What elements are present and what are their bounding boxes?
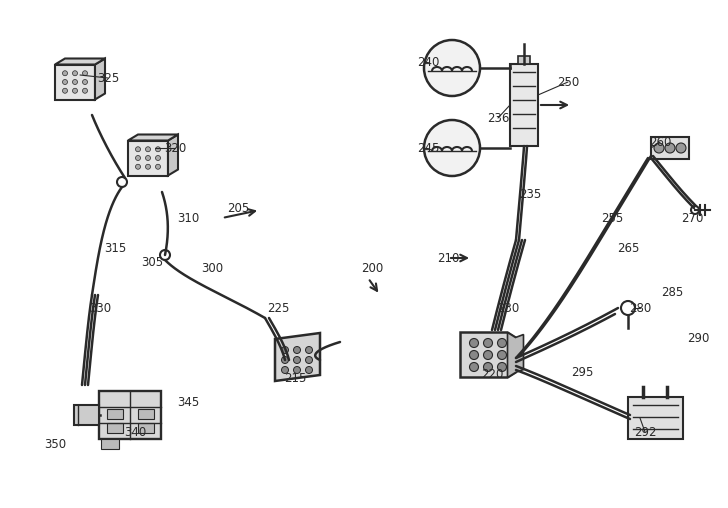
Circle shape — [156, 155, 160, 161]
Text: 225: 225 — [267, 302, 289, 314]
Text: 315: 315 — [104, 241, 126, 255]
Circle shape — [483, 351, 493, 360]
Text: 250: 250 — [557, 76, 579, 88]
Text: 230: 230 — [497, 302, 519, 314]
Polygon shape — [95, 58, 105, 100]
Circle shape — [146, 164, 151, 169]
Text: 350: 350 — [44, 438, 66, 452]
Circle shape — [160, 250, 170, 260]
Bar — [510, 64, 538, 146]
Text: 240: 240 — [417, 55, 439, 69]
Text: 320: 320 — [164, 142, 186, 154]
Text: 310: 310 — [177, 211, 199, 225]
Text: 305: 305 — [141, 256, 163, 269]
Circle shape — [135, 147, 141, 152]
Polygon shape — [55, 58, 105, 65]
Text: 300: 300 — [201, 262, 223, 274]
Circle shape — [470, 338, 478, 347]
Bar — [518, 56, 530, 64]
Circle shape — [156, 147, 160, 152]
Polygon shape — [507, 333, 523, 377]
Circle shape — [63, 71, 68, 76]
Circle shape — [497, 363, 507, 371]
Circle shape — [82, 79, 87, 84]
Bar — [651, 137, 689, 159]
Circle shape — [82, 71, 87, 76]
Polygon shape — [128, 141, 168, 175]
Circle shape — [691, 206, 699, 214]
Circle shape — [73, 88, 77, 93]
Text: 280: 280 — [629, 302, 651, 314]
Text: 330: 330 — [89, 302, 111, 314]
Polygon shape — [168, 135, 178, 175]
Bar — [106, 423, 122, 433]
Circle shape — [483, 363, 493, 371]
Bar — [74, 405, 99, 425]
Text: 236: 236 — [487, 111, 509, 124]
Text: 245: 245 — [417, 142, 439, 154]
Polygon shape — [55, 65, 95, 100]
Text: 292: 292 — [634, 426, 656, 438]
Circle shape — [470, 363, 478, 371]
Text: 260: 260 — [649, 136, 671, 148]
Circle shape — [665, 143, 675, 153]
Text: 205: 205 — [227, 202, 249, 214]
Circle shape — [293, 357, 301, 364]
Circle shape — [306, 346, 312, 354]
Text: 235: 235 — [519, 188, 541, 202]
Circle shape — [73, 71, 77, 76]
Circle shape — [135, 155, 141, 161]
Polygon shape — [461, 333, 515, 377]
Bar — [138, 409, 154, 419]
Circle shape — [117, 177, 127, 187]
Text: 290: 290 — [687, 332, 709, 344]
Circle shape — [82, 88, 87, 93]
Circle shape — [146, 155, 151, 161]
Circle shape — [497, 338, 507, 347]
Text: 265: 265 — [617, 241, 639, 255]
Circle shape — [424, 120, 480, 176]
Circle shape — [282, 346, 288, 354]
Text: 210: 210 — [437, 251, 459, 265]
Circle shape — [63, 79, 68, 84]
Circle shape — [156, 164, 160, 169]
Circle shape — [282, 366, 288, 373]
Circle shape — [424, 40, 480, 96]
Circle shape — [282, 357, 288, 364]
Circle shape — [306, 366, 312, 373]
Circle shape — [293, 346, 301, 354]
Polygon shape — [128, 135, 178, 141]
Text: 340: 340 — [124, 426, 146, 438]
Text: 295: 295 — [571, 365, 593, 378]
Text: 345: 345 — [177, 396, 199, 408]
Bar — [106, 409, 122, 419]
Circle shape — [621, 301, 635, 315]
Text: 270: 270 — [681, 211, 703, 225]
Text: 255: 255 — [601, 211, 623, 225]
Circle shape — [497, 351, 507, 360]
Polygon shape — [275, 333, 320, 381]
Text: 215: 215 — [284, 371, 306, 385]
Text: 220: 220 — [480, 368, 503, 382]
Circle shape — [73, 79, 77, 84]
Bar — [138, 423, 154, 433]
Bar — [99, 391, 161, 439]
Text: 285: 285 — [661, 285, 683, 299]
Bar — [101, 439, 119, 449]
Circle shape — [654, 143, 664, 153]
Circle shape — [146, 147, 151, 152]
Circle shape — [470, 351, 478, 360]
Circle shape — [676, 143, 686, 153]
Circle shape — [135, 164, 141, 169]
Text: 325: 325 — [97, 72, 119, 84]
Circle shape — [306, 357, 312, 364]
Circle shape — [483, 338, 493, 347]
Circle shape — [63, 88, 68, 93]
Circle shape — [293, 366, 301, 373]
Bar — [628, 397, 683, 439]
Text: 200: 200 — [361, 262, 383, 274]
